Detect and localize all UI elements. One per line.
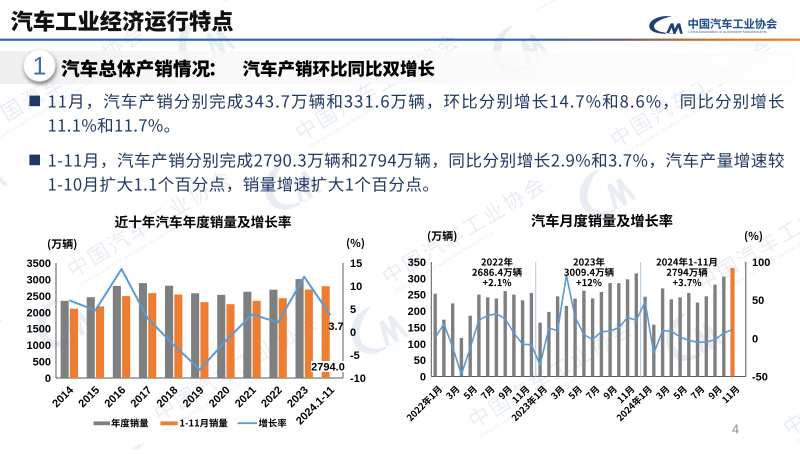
svg-text:350: 350: [408, 257, 426, 269]
svg-text:10: 10: [350, 281, 362, 293]
svg-text:3.7: 3.7: [328, 321, 343, 333]
svg-text:-5: -5: [350, 350, 360, 362]
svg-text:3500: 3500: [27, 258, 51, 270]
svg-text:1500: 1500: [27, 324, 51, 336]
svg-text:-50: -50: [752, 372, 768, 384]
svg-text:-10: -10: [350, 373, 366, 385]
svg-text:2794.0: 2794.0: [311, 362, 345, 374]
svg-text:China Association of Automobil: China Association of Automobile Manufact…: [688, 30, 767, 34]
svg-text:0: 0: [45, 373, 51, 385]
svg-text:300: 300: [408, 273, 426, 285]
svg-text:200: 200: [408, 306, 426, 318]
svg-text:100: 100: [408, 339, 426, 351]
svg-text:0: 0: [350, 327, 356, 339]
svg-text:5: 5: [350, 304, 356, 316]
svg-text:100: 100: [752, 257, 770, 269]
svg-text:50: 50: [752, 295, 764, 307]
svg-text:4: 4: [732, 423, 739, 437]
svg-text:250: 250: [408, 290, 426, 302]
svg-text:1: 1: [33, 53, 47, 81]
svg-text:500: 500: [33, 357, 51, 369]
svg-text:50: 50: [414, 355, 426, 367]
svg-text:1000: 1000: [27, 340, 51, 352]
svg-text:2000: 2000: [27, 307, 51, 319]
svg-text:150: 150: [408, 322, 426, 334]
svg-text:0: 0: [420, 372, 426, 384]
svg-text:15: 15: [350, 258, 362, 270]
svg-text:0: 0: [752, 333, 758, 345]
svg-text:3000: 3000: [27, 274, 51, 286]
svg-text:2500: 2500: [27, 291, 51, 303]
